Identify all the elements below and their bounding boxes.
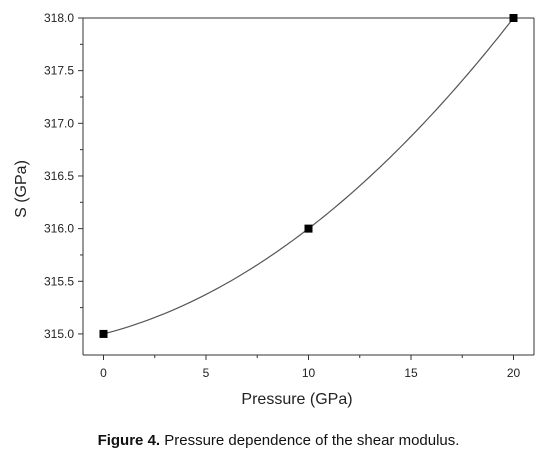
data-point <box>99 329 108 338</box>
figure-caption-text: Pressure dependence of the shear modulus… <box>160 432 460 449</box>
y-tick-label: 316.0 <box>44 222 74 236</box>
y-tick-label: 317.0 <box>44 116 74 130</box>
y-tick-label: 316.5 <box>44 169 74 183</box>
series-group <box>99 14 518 338</box>
x-tick-label: 20 <box>507 366 521 380</box>
y-axis-title: S (GPa) <box>13 160 30 218</box>
x-tick-label: 15 <box>404 366 418 380</box>
figure-caption: Figure 4. Pressure dependence of the she… <box>0 432 557 449</box>
x-axis-title: Pressure (GPa) <box>241 391 352 408</box>
y-tick-label: 318.0 <box>44 11 74 25</box>
axes <box>82 17 535 356</box>
data-point <box>509 14 518 22</box>
x-tick-label: 5 <box>203 366 210 380</box>
x-tick-label: 0 <box>100 366 107 380</box>
y-tick-label: 315.0 <box>44 327 74 341</box>
x-axis-ticks: 0 5 10 15 20 <box>100 355 520 380</box>
data-point <box>304 224 313 233</box>
x-tick-label: 10 <box>302 366 316 380</box>
y-axis-ticks: 315.0 315.5 316.0 316.5 317.0 317.5 318.0 <box>44 11 83 341</box>
chart: 0 5 10 15 20 315.0315.5316.0316.5317.0317.53… <box>13 11 535 408</box>
y-tick-label: 317.5 <box>44 64 74 78</box>
series-line <box>103 17 514 335</box>
figure-caption-label: Figure 4. <box>97 432 161 449</box>
y-tick-label: 315.5 <box>44 274 74 288</box>
